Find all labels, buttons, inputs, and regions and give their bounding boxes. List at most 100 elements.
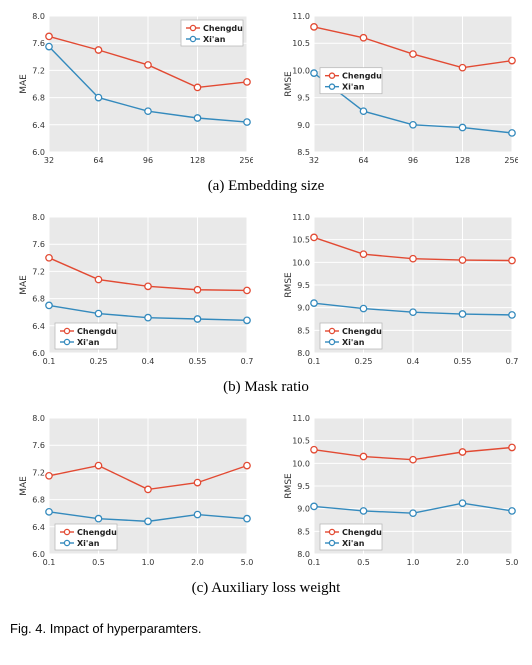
marker — [194, 115, 200, 121]
marker — [95, 310, 101, 316]
xtick-label: 32 — [308, 156, 318, 165]
marker — [243, 462, 249, 468]
marker — [360, 35, 366, 41]
xtick-label: 128 — [454, 156, 469, 165]
marker — [144, 486, 150, 492]
xtick-label: 0.25 — [354, 357, 372, 366]
xtick-label: 0.7 — [240, 357, 252, 366]
xtick-label: 96 — [142, 156, 152, 165]
marker — [95, 462, 101, 468]
marker — [243, 119, 249, 125]
ytick-label: 6.4 — [32, 523, 45, 532]
y-axis-label: RMSE — [284, 473, 294, 499]
ytick-label: 10.0 — [292, 66, 310, 75]
marker — [409, 122, 415, 128]
xtick-label: 0.1 — [42, 357, 55, 366]
chart: 6.06.46.87.27.68.00.10.51.02.05.0MAEChen… — [15, 412, 253, 572]
xtick-label: 0.4 — [141, 357, 154, 366]
xtick-label: 0.7 — [505, 357, 517, 366]
marker — [508, 312, 514, 318]
marker — [459, 500, 465, 506]
ytick-label: 10.5 — [292, 39, 310, 48]
ytick-label: 6.8 — [32, 496, 45, 505]
figure-grid: 6.06.46.87.27.68.0326496128256MAEChengdu… — [10, 10, 522, 603]
chart: 8.08.59.09.510.010.511.00.10.250.40.550.… — [280, 211, 518, 371]
y-axis-label: MAE — [19, 275, 29, 295]
chart-cell: 6.06.46.87.27.68.0326496128256MAEChengdu… — [15, 10, 253, 170]
xtick-label: 0.1 — [42, 558, 55, 567]
xtick-label: 2.0 — [456, 558, 469, 567]
marker — [144, 314, 150, 320]
ytick-label: 9.5 — [297, 94, 310, 103]
marker — [310, 447, 316, 453]
ytick-label: 8.5 — [297, 326, 310, 335]
marker — [409, 510, 415, 516]
xtick-label: 1.0 — [141, 558, 154, 567]
legend-label: Xi'an — [342, 338, 365, 347]
legend-label: Xi'an — [77, 338, 100, 347]
chart-cell: 8.08.59.09.510.010.511.00.10.250.40.550.… — [280, 211, 518, 371]
xtick-label: 0.5 — [92, 558, 105, 567]
marker — [144, 108, 150, 114]
chart: 6.06.46.87.27.68.0326496128256MAEChengdu… — [15, 10, 253, 170]
xtick-label: 0.55 — [188, 357, 206, 366]
marker — [360, 251, 366, 257]
ytick-label: 9.0 — [297, 121, 310, 130]
ytick-label: 10.5 — [292, 437, 310, 446]
marker — [508, 444, 514, 450]
xtick-label: 2.0 — [191, 558, 204, 567]
legend-label: Chengdu — [203, 24, 243, 33]
ytick-label: 7.6 — [32, 39, 45, 48]
marker — [144, 283, 150, 289]
ytick-label: 7.6 — [32, 441, 45, 450]
chart: 8.08.59.09.510.010.511.00.10.51.02.05.0R… — [280, 412, 518, 572]
marker — [360, 305, 366, 311]
marker — [243, 317, 249, 323]
legend: Chengdu Xi'an — [55, 524, 117, 550]
ytick-label: 9.0 — [297, 505, 310, 514]
chart-cell: 8.08.59.09.510.010.511.00.10.51.02.05.0R… — [280, 412, 518, 572]
xtick-label: 0.25 — [89, 357, 107, 366]
marker — [95, 47, 101, 53]
xtick-label: 64 — [358, 156, 368, 165]
xtick-label: 32 — [43, 156, 53, 165]
xtick-label: 256 — [239, 156, 253, 165]
marker — [243, 79, 249, 85]
ytick-label: 8.0 — [32, 213, 45, 222]
marker — [459, 124, 465, 130]
marker — [459, 311, 465, 317]
legend: Chengdu Xi'an — [320, 323, 382, 349]
marker — [194, 316, 200, 322]
legend-label: Chengdu — [342, 528, 382, 537]
legend: ChengduXi'an — [55, 323, 117, 349]
y-axis-label: MAE — [19, 476, 29, 496]
marker — [194, 287, 200, 293]
marker — [243, 515, 249, 521]
marker — [95, 276, 101, 282]
legend-label: Xi'an — [77, 539, 100, 548]
chart: 6.06.46.87.27.68.00.10.250.40.550.7MAECh… — [15, 211, 253, 371]
ytick-label: 7.2 — [32, 267, 45, 276]
ytick-label: 7.2 — [32, 66, 45, 75]
marker — [45, 509, 51, 515]
marker — [409, 309, 415, 315]
legend-label: Chengdu — [342, 327, 382, 336]
xtick-label: 1.0 — [406, 558, 419, 567]
xtick-label: 0.1 — [307, 357, 320, 366]
marker — [243, 287, 249, 293]
ytick-label: 6.4 — [32, 121, 45, 130]
marker — [409, 51, 415, 57]
row-caption: (c) Auxiliary loss weight — [192, 580, 341, 597]
marker — [360, 508, 366, 514]
legend-label: Chengdu — [77, 528, 117, 537]
figure-caption: Fig. 4. Impact of hyperparamters. — [10, 621, 522, 636]
chart-cell: 6.06.46.87.27.68.00.10.250.40.550.7MAECh… — [15, 211, 253, 371]
ytick-label: 8.0 — [32, 12, 45, 21]
marker — [95, 515, 101, 521]
y-axis-label: MAE — [19, 74, 29, 94]
ytick-label: 8.0 — [32, 414, 45, 423]
xtick-label: 256 — [504, 156, 518, 165]
ytick-label: 9.5 — [297, 281, 310, 290]
row-caption: (a) Embedding size — [208, 178, 325, 195]
marker — [45, 473, 51, 479]
